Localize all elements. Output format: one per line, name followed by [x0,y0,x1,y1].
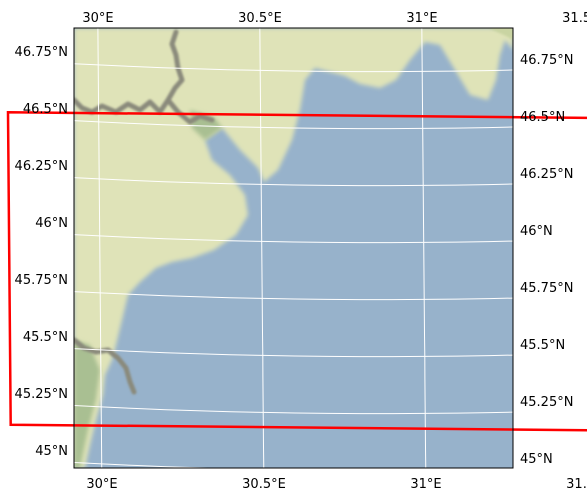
lon-tick-label: 31.5°E [562,11,587,26]
parallel-line [74,177,513,187]
lat-tick-label: 45°N [35,444,68,459]
land-area-east [488,28,513,40]
lon-tick-label: 31.5°E [566,477,587,492]
lat-tick-label: 46.75°N [15,45,68,60]
axes-frame [73,27,514,469]
region-box [6,111,587,432]
lat-tick-label: 45.5°N [23,330,68,345]
lat-tick-label: 45.75°N [15,273,68,288]
lat-tick-label: 45.5°N [520,338,565,353]
lat-tick-label: 46.25°N [15,159,68,174]
country-border [74,337,137,395]
lat-tick-label: 46°N [35,216,68,231]
lat-tick-label: 46.25°N [520,167,573,182]
longitude-labels-bottom: 29.5°E30°E30.5°E31°E31.5°E32°E [86,477,587,492]
latitude-labels-left: 46.75°N 46.5°N 46.25°N 46°N 45.75°N 45.5°N 45.… [15,45,68,459]
parallel-line [74,234,513,244]
lon-tick-label: 30°E [82,11,113,26]
lat-tick-label: 46.5°N [23,102,68,117]
parallel-line [74,348,513,358]
land-area [74,28,513,468]
lon-tick-label: 31°E [410,477,441,492]
lat-tick-label: 45.25°N [520,395,573,410]
parallel-line [74,405,513,415]
meridian-line [259,28,265,468]
lat-tick-label: 45.25°N [15,387,68,402]
latitude-labels-right: 46.75°N 46.5°N 46.25°N 46°N 45.75°N 45.5°N 45.… [520,53,573,467]
country-border [74,29,215,125]
parallel-line [74,120,513,130]
lon-tick-label: 30.5°E [242,477,286,492]
lon-tick-label: 30.5°E [238,11,282,26]
lon-tick-label: 31°E [406,11,437,26]
parallel-line [74,63,513,73]
longitude-labels-top: 29.5°E30°E30.5°E31°E31.5°E32°E [82,11,587,26]
lat-tick-label: 46.5°N [520,110,565,125]
meridian-line [421,28,427,468]
forest-patch [74,340,100,468]
lat-tick-label: 46°N [520,224,553,239]
lon-tick-label: 30°E [86,477,117,492]
lat-tick-label: 45.75°N [520,281,573,296]
lat-tick-label: 45°N [520,452,553,467]
lat-tick-label: 46.75°N [520,53,573,68]
parallel-line [74,291,513,301]
parallel-line [0,496,587,500]
